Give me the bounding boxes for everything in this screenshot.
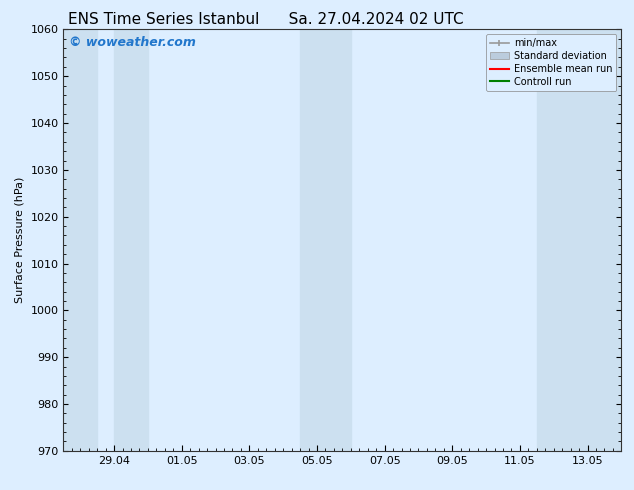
Y-axis label: Surface Pressure (hPa): Surface Pressure (hPa)	[15, 177, 25, 303]
Bar	[300, 29, 351, 451]
Text: ENS Time Series Istanbul      Sa. 27.04.2024 02 UTC: ENS Time Series Istanbul Sa. 27.04.2024 …	[68, 12, 464, 27]
Text: © woweather.com: © woweather.com	[69, 36, 196, 49]
Bar	[63, 29, 97, 451]
Bar	[537, 29, 621, 451]
Bar	[114, 29, 148, 451]
Legend: min/max, Standard deviation, Ensemble mean run, Controll run: min/max, Standard deviation, Ensemble me…	[486, 34, 616, 91]
